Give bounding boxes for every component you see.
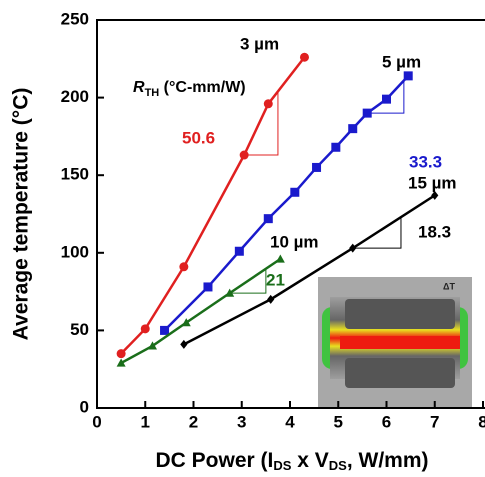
- series-label: 10 µm: [270, 232, 319, 251]
- x-tick-label: 0: [92, 412, 101, 431]
- inset-label: ΔT: [443, 281, 455, 291]
- marker: [331, 142, 341, 152]
- y-tick-label: 200: [61, 87, 89, 106]
- slope-triangle: [229, 268, 267, 294]
- series-label: 5 µm: [382, 52, 421, 71]
- series-line: [120, 56, 306, 355]
- marker: [312, 162, 322, 172]
- x-tick-label: 4: [285, 412, 295, 431]
- x-tick-label: 5: [334, 412, 343, 431]
- plot-frame: [96, 19, 485, 409]
- marker: [431, 190, 439, 200]
- marker: [203, 282, 213, 292]
- marker: [290, 187, 300, 197]
- rth-part: (°C-mm/W): [159, 79, 245, 96]
- series-label: 3 µm: [240, 34, 279, 53]
- y-tick-label: 0: [80, 397, 89, 416]
- marker: [116, 358, 126, 367]
- rth-label: RTH (°C-mm/W): [133, 79, 246, 99]
- marker: [299, 52, 309, 62]
- rth-part: R: [133, 79, 145, 96]
- marker: [348, 124, 358, 134]
- x-tick-label: 7: [430, 412, 439, 431]
- slope-label: 18.3: [418, 222, 451, 241]
- y-tick-label: 100: [61, 242, 89, 261]
- marker: [403, 71, 413, 81]
- x-tick-label: 6: [382, 412, 391, 431]
- x-label-sub: DS: [273, 458, 291, 473]
- marker: [179, 262, 189, 272]
- marker: [147, 341, 157, 350]
- x-label-part: , W/mm): [347, 449, 429, 472]
- marker: [180, 339, 188, 349]
- x-tick-label: 3: [237, 412, 246, 431]
- x-label-sub: DS: [329, 458, 347, 473]
- marker: [382, 94, 391, 104]
- x-label-part: DC Power (I: [155, 449, 273, 472]
- x-tick-label: 2: [189, 412, 198, 431]
- rth-sub: TH: [145, 87, 160, 99]
- inset-pad: [345, 299, 455, 329]
- marker: [234, 246, 244, 256]
- inset-pad: [345, 358, 455, 388]
- marker: [116, 349, 126, 359]
- y-axis-label: Average temperature (°C): [10, 88, 33, 341]
- x-tick-label: 8: [478, 412, 485, 431]
- slope-triangle: [244, 91, 279, 156]
- marker: [160, 325, 170, 335]
- marker: [267, 294, 275, 304]
- slope-triangle: [367, 80, 405, 114]
- marker: [263, 214, 273, 224]
- series-label: 15 µm: [408, 173, 457, 192]
- y-tick-label: 50: [70, 320, 89, 339]
- x-axis-label: DC Power (IDS x VDS, W/mm): [155, 449, 428, 474]
- slope-triangle: [352, 217, 402, 249]
- marker: [181, 318, 191, 327]
- x-label-part: x V: [291, 449, 328, 472]
- y-tick-label: 150: [61, 165, 89, 184]
- inset-channel: [340, 336, 460, 349]
- slope-label: 21: [266, 270, 285, 289]
- series-line: [120, 257, 282, 365]
- marker: [275, 254, 285, 263]
- x-tick-label: 1: [141, 412, 150, 431]
- slope-label: 50.6: [182, 128, 215, 147]
- slope-label: 33.3: [409, 152, 442, 171]
- series-line: [183, 194, 436, 346]
- marker: [263, 99, 273, 109]
- marker: [140, 324, 150, 334]
- y-tick-label: 250: [61, 9, 89, 28]
